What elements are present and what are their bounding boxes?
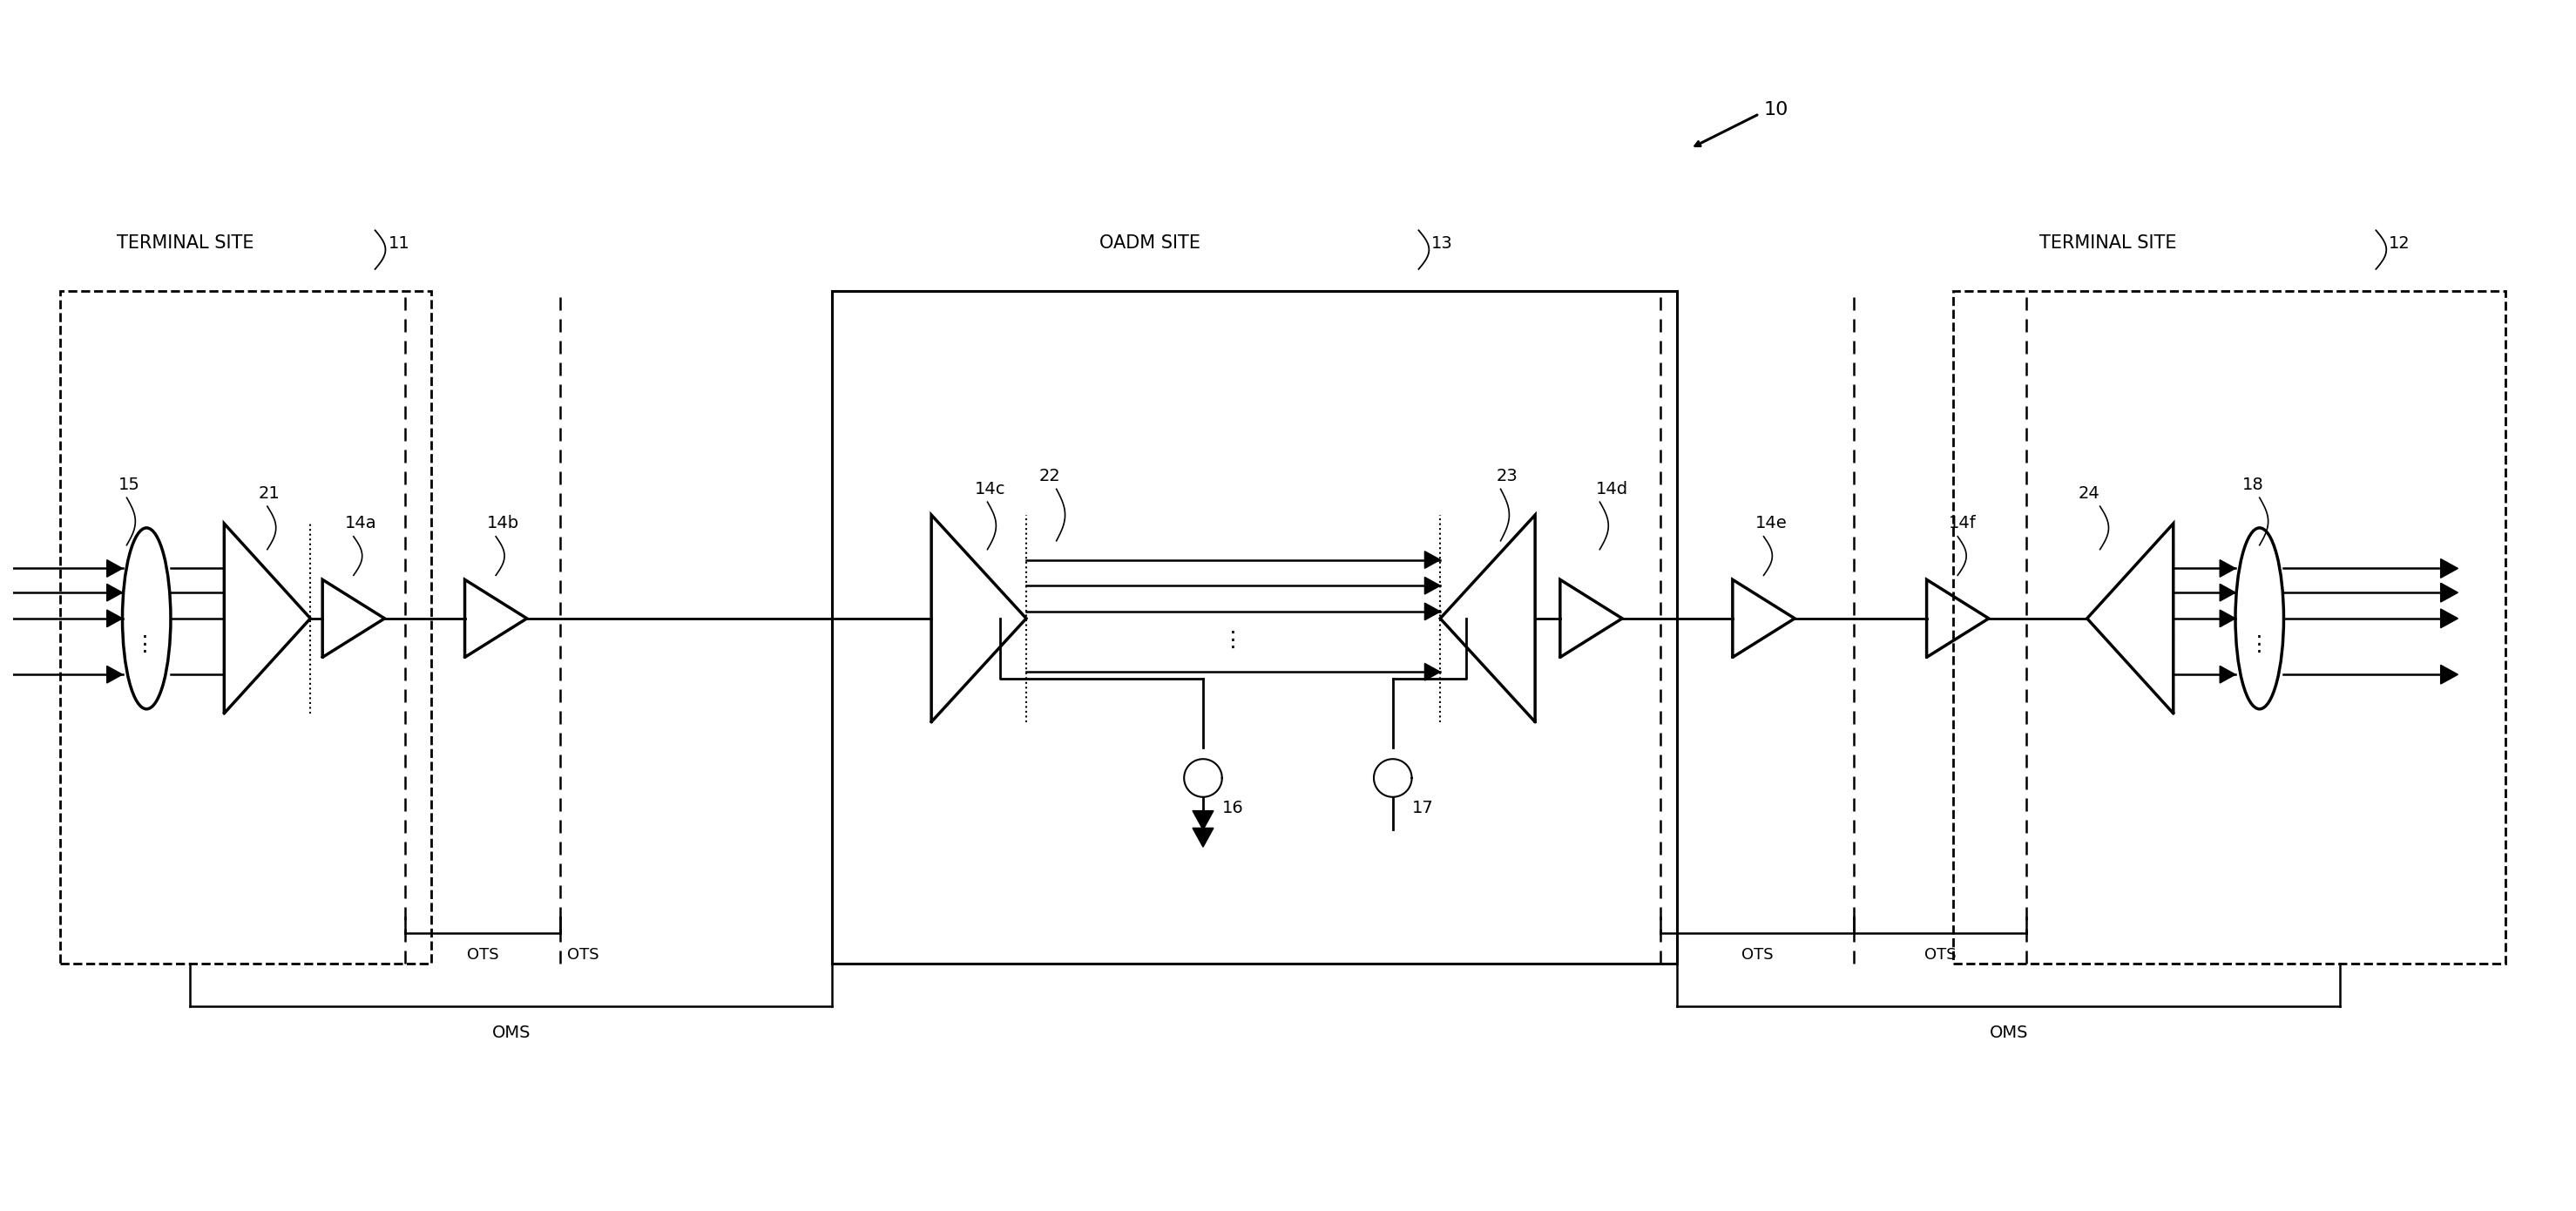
Polygon shape [2221, 584, 2236, 601]
Text: 18: 18 [2241, 476, 2264, 493]
Text: 16: 16 [1221, 800, 1244, 816]
Polygon shape [2221, 666, 2236, 683]
Text: TERMINAL SITE: TERMINAL SITE [116, 235, 252, 252]
Text: ⋮: ⋮ [1224, 630, 1244, 650]
Text: OTS: OTS [1924, 947, 1955, 963]
Text: 24: 24 [2079, 486, 2099, 501]
Text: 10: 10 [1765, 101, 1788, 119]
Text: OMS: OMS [1989, 1025, 2027, 1040]
Polygon shape [1425, 578, 1440, 595]
Polygon shape [2221, 559, 2236, 576]
Text: 11: 11 [389, 235, 410, 252]
Text: OTS: OTS [1741, 947, 1772, 963]
Polygon shape [2439, 665, 2458, 684]
Text: 12: 12 [2388, 235, 2411, 252]
Text: TERMINAL SITE: TERMINAL SITE [2040, 235, 2177, 252]
Text: 23: 23 [1497, 467, 1517, 484]
Polygon shape [106, 666, 124, 683]
Polygon shape [2439, 582, 2458, 602]
Text: 14c: 14c [974, 481, 1005, 498]
Text: OTS: OTS [466, 947, 500, 963]
Polygon shape [106, 610, 124, 627]
Polygon shape [2439, 559, 2458, 578]
Text: 13: 13 [1432, 235, 1453, 252]
Text: 22: 22 [1038, 467, 1061, 484]
Text: 21: 21 [258, 486, 281, 501]
Polygon shape [1193, 811, 1213, 830]
Polygon shape [1425, 603, 1440, 620]
Polygon shape [2439, 609, 2458, 629]
Polygon shape [106, 584, 124, 601]
Polygon shape [1425, 551, 1440, 568]
Text: 17: 17 [1412, 800, 1432, 816]
Text: 14b: 14b [487, 516, 520, 532]
Text: ⋮: ⋮ [134, 633, 155, 655]
Text: OMS: OMS [492, 1025, 531, 1040]
Text: OTS: OTS [567, 947, 600, 963]
Polygon shape [2221, 610, 2236, 627]
Text: 15: 15 [118, 476, 139, 493]
Polygon shape [1425, 664, 1440, 681]
Text: 14d: 14d [1595, 481, 1628, 498]
Text: 14e: 14e [1754, 516, 1788, 532]
Polygon shape [1193, 828, 1213, 846]
Text: 14f: 14f [1950, 516, 1976, 532]
Text: 14a: 14a [345, 516, 376, 532]
Text: ⋮: ⋮ [2249, 633, 2269, 655]
Polygon shape [106, 559, 124, 576]
Text: OADM SITE: OADM SITE [1100, 235, 1200, 252]
